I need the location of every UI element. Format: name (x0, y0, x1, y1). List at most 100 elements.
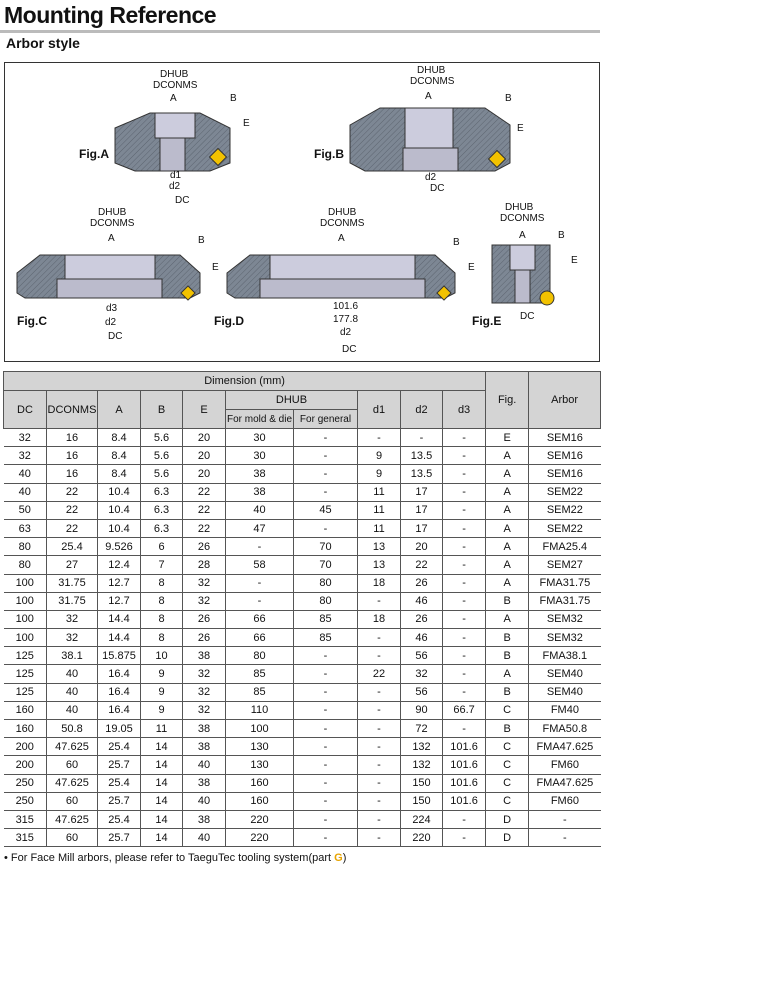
svg-text:E: E (243, 118, 250, 129)
table-cell: 25.7 (97, 792, 141, 811)
svg-text:B: B (505, 93, 512, 104)
table-cell: - (357, 428, 401, 448)
table-cell: 80 (3, 555, 47, 575)
svg-text:Fig.A: Fig.A (79, 147, 109, 161)
table-cell: 100 (225, 719, 294, 739)
table-cell: 40 (225, 501, 294, 520)
table-cell: 160 (3, 701, 47, 721)
table-cell: - (441, 537, 486, 557)
table-cell: 101.6 (441, 774, 486, 793)
part-g-link[interactable]: G (334, 852, 343, 864)
table-cell: 130 (225, 737, 294, 757)
table-cell: C (485, 774, 529, 793)
table-cell: 85 (225, 683, 294, 702)
table-cell: 8.4 (97, 464, 141, 484)
table-cell: FMA31.75 (528, 592, 601, 611)
table-cell: 14 (140, 755, 183, 775)
table-cell: A (485, 464, 529, 484)
table-cell: FMA47.625 (528, 774, 601, 793)
table-cell: 32 (46, 610, 98, 630)
table-row: 50 22 10.4 6.3 22 40 45 11 17- A SEM22 (3, 501, 601, 520)
table-cell: 9 (140, 701, 183, 721)
table-cell: 20 (182, 464, 226, 484)
table-cell: 66 (225, 610, 294, 630)
table-cell: 38 (225, 483, 294, 502)
table-cell: 26 (182, 537, 226, 557)
table-cell: - (528, 828, 601, 848)
table-row: 315 47.625 25.4 14 38 220- -224- D - (3, 810, 601, 830)
table-row: 100 31.75 12.7 8 32-80-46- B FMA31.75 (3, 592, 601, 611)
table-cell: 8 (140, 610, 183, 630)
table-cell: 101.6 (441, 792, 486, 811)
table-cell: 32 (182, 701, 226, 721)
table-cell: B (485, 646, 529, 666)
table-row: 40 16 8.4 5.6 20 38-9 13.5- A SEM16 (3, 464, 601, 484)
table-cell: FMA38.1 (528, 646, 601, 666)
table-cell: 85 (293, 610, 358, 630)
table-cell: 8 (140, 574, 183, 593)
table-cell: 125 (3, 664, 47, 684)
table-cell: 16 (46, 464, 98, 484)
table-cell: 11 (140, 719, 183, 739)
table-cell: 66 (225, 628, 294, 648)
svg-text:d2: d2 (340, 327, 352, 338)
table-cell: B (485, 592, 529, 611)
table-cell: 25.4 (97, 737, 141, 757)
table-cell: 14.4 (97, 610, 141, 630)
table-cell: - (441, 519, 486, 539)
table-cell: 18 (357, 610, 401, 630)
table-cell: 63 (3, 519, 47, 539)
col-dhub: DHUB (225, 390, 358, 410)
table-cell: 16.4 (97, 664, 141, 684)
table-cell: 40 (46, 664, 98, 684)
table-cell: 132 (400, 755, 443, 775)
table-cell: 220 (225, 828, 294, 848)
table-cell: 17 (400, 501, 443, 520)
svg-text:DCONMS: DCONMS (90, 218, 135, 229)
table-cell: - (400, 428, 443, 448)
table-cell: - (441, 428, 486, 448)
svg-text:DC: DC (520, 311, 534, 322)
table-cell: E (485, 428, 529, 448)
table-cell: 32 (3, 446, 47, 466)
svg-text:Fig.B: Fig.B (314, 147, 344, 161)
table-cell: 38.1 (46, 646, 98, 666)
table-cell: 100 (3, 574, 47, 593)
table-cell: D (485, 810, 529, 830)
table-cell: 200 (3, 737, 47, 757)
table-cell: 16.4 (97, 683, 141, 702)
svg-text:101.6: 101.6 (333, 301, 358, 312)
col-d3: d3 (441, 390, 487, 429)
table-row: 160 40 16.4 9 32 110- -90 66.7 C FM40 (3, 701, 601, 721)
table-cell: 26 (400, 574, 443, 593)
table-cell: - (441, 810, 486, 830)
table-cell: - (441, 464, 486, 484)
footnote-text: • For Face Mill arbors, please refer to … (4, 852, 335, 864)
col-e: E (182, 390, 226, 429)
table-cell: 60 (46, 828, 98, 848)
table-row: 250 47.625 25.4 14 38 160- -150 101.6 C FMA47.625 (3, 774, 601, 793)
table-cell: 50 (3, 501, 47, 520)
table-row: 315 60 25.7 14 40 220- -220- D - (3, 828, 601, 848)
table-cell: 32 (182, 574, 226, 593)
table-cell: 85 (293, 628, 358, 648)
table-cell: - (293, 464, 358, 484)
table-cell: 40 (46, 683, 98, 702)
table-cell: 160 (225, 774, 294, 793)
table-cell: - (528, 810, 601, 830)
table-cell: 125 (3, 683, 47, 702)
table-cell: - (293, 483, 358, 502)
table-cell: FMA47.625 (528, 737, 601, 757)
table-cell: 40 (46, 701, 98, 721)
table-cell: 315 (3, 810, 47, 830)
table-cell: 110 (225, 701, 294, 721)
svg-text:DCONMS: DCONMS (320, 218, 365, 229)
table-cell: 46 (400, 628, 443, 648)
table-cell: 40 (3, 464, 47, 484)
svg-text:DCONMS: DCONMS (500, 213, 545, 224)
table-cell: - (293, 701, 358, 721)
